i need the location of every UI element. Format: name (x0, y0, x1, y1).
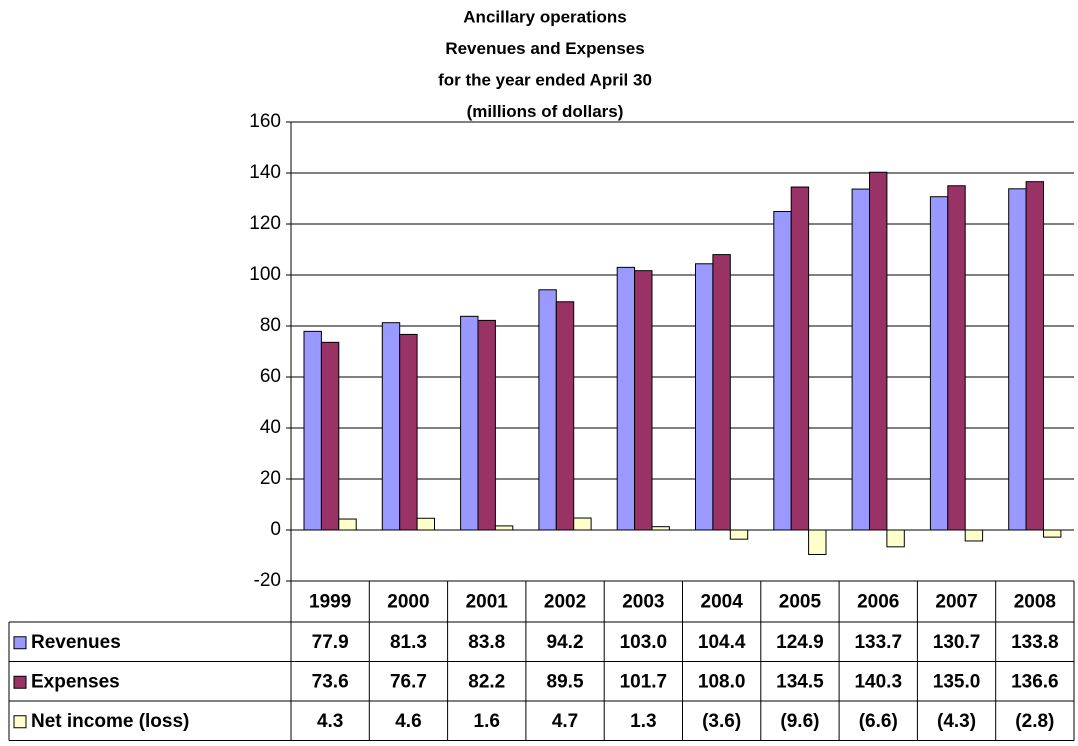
x-tick-label: 2007 (935, 592, 977, 613)
table-value: 1.6 (474, 711, 500, 732)
table-value: 140.3 (854, 671, 902, 692)
bar (712, 254, 731, 531)
x-tick-label: 2003 (622, 592, 664, 613)
bar (338, 518, 357, 531)
table-value: 81.3 (390, 632, 427, 653)
bar (729, 529, 749, 540)
bar (929, 196, 949, 531)
bar (1025, 181, 1044, 531)
legend-label: Revenues (31, 632, 121, 653)
x-tick-label: 2000 (387, 592, 429, 613)
table-value: 124.9 (776, 632, 824, 653)
bar (460, 315, 479, 531)
bar (964, 529, 984, 542)
y-tick-label: 140 (249, 162, 281, 183)
legend-key (13, 715, 27, 729)
bar (808, 529, 827, 555)
x-tick-label: 2004 (701, 592, 744, 613)
bar (1008, 188, 1027, 531)
bar (303, 330, 322, 531)
y-tick-label: 80 (260, 315, 281, 336)
bar (538, 289, 557, 531)
table-value: (2.8) (1015, 711, 1054, 732)
y-tick-label: 100 (249, 264, 281, 285)
table-value: 103.0 (620, 632, 668, 653)
bar (634, 270, 653, 531)
bar (869, 171, 888, 531)
legend-key (13, 675, 27, 689)
table-value: 101.7 (620, 671, 668, 692)
x-tick-label: 2002 (544, 592, 586, 613)
bar (851, 188, 870, 531)
table-value: 130.7 (933, 632, 981, 653)
table-value: 76.7 (390, 671, 427, 692)
table-value: 133.7 (854, 632, 902, 653)
table-value: 135.0 (933, 671, 981, 692)
table-value: 4.3 (317, 711, 343, 732)
table-value: (6.6) (859, 711, 898, 732)
table-value: 94.2 (547, 632, 584, 653)
bar (773, 211, 792, 531)
y-tick-label: 40 (260, 417, 281, 438)
table-value: 83.8 (468, 632, 505, 653)
table-value: 73.6 (312, 671, 349, 692)
chart-title: Revenues and Expenses (445, 39, 644, 58)
y-tick-label: 160 (249, 111, 281, 132)
table-value: (9.6) (780, 711, 819, 732)
table-value: 134.5 (776, 671, 824, 692)
x-tick-label: 2008 (1014, 592, 1056, 613)
x-tick-label: 2005 (779, 592, 822, 613)
y-tick-label: 0 (270, 519, 281, 540)
y-tick-label: 60 (260, 366, 281, 387)
table-value: 1.3 (630, 711, 656, 732)
bar (555, 301, 575, 531)
chart-title: Ancillary operations (463, 7, 626, 26)
table-value: 82.2 (468, 671, 505, 692)
x-tick-label: 1999 (309, 592, 351, 613)
bar (886, 529, 905, 548)
bar (695, 263, 714, 531)
bar (399, 333, 418, 531)
y-tick-label: -20 (254, 570, 281, 591)
bar (1043, 529, 1062, 538)
bar (320, 341, 340, 531)
table-value: 136.6 (1011, 671, 1059, 692)
table-value: 133.8 (1011, 632, 1059, 653)
bar (494, 525, 514, 531)
legend-label: Net income (loss) (31, 711, 189, 732)
table-value: 77.9 (312, 632, 349, 653)
legend-key (13, 636, 27, 650)
y-tick-label: 120 (249, 213, 281, 234)
table-value: (4.3) (937, 711, 976, 732)
table-value: (3.6) (702, 711, 741, 732)
bar (616, 266, 636, 531)
y-tick-label: 20 (260, 468, 281, 489)
table-value: 104.4 (698, 632, 746, 653)
table-value: 89.5 (547, 671, 584, 692)
bar (790, 186, 810, 531)
bar (381, 322, 401, 531)
legend-label: Expenses (31, 671, 120, 692)
bar (947, 185, 966, 531)
x-tick-label: 2001 (466, 592, 509, 613)
table-value: 108.0 (698, 671, 746, 692)
bar (651, 526, 670, 531)
x-tick-label: 2006 (857, 592, 899, 613)
bar (416, 517, 436, 531)
bar (477, 319, 496, 531)
chart-title: (millions of dollars) (467, 102, 624, 121)
table-value: 4.6 (395, 711, 421, 732)
chart-title: for the year ended April 30 (438, 70, 652, 89)
table-value: 4.7 (552, 711, 578, 732)
bar (573, 517, 592, 531)
